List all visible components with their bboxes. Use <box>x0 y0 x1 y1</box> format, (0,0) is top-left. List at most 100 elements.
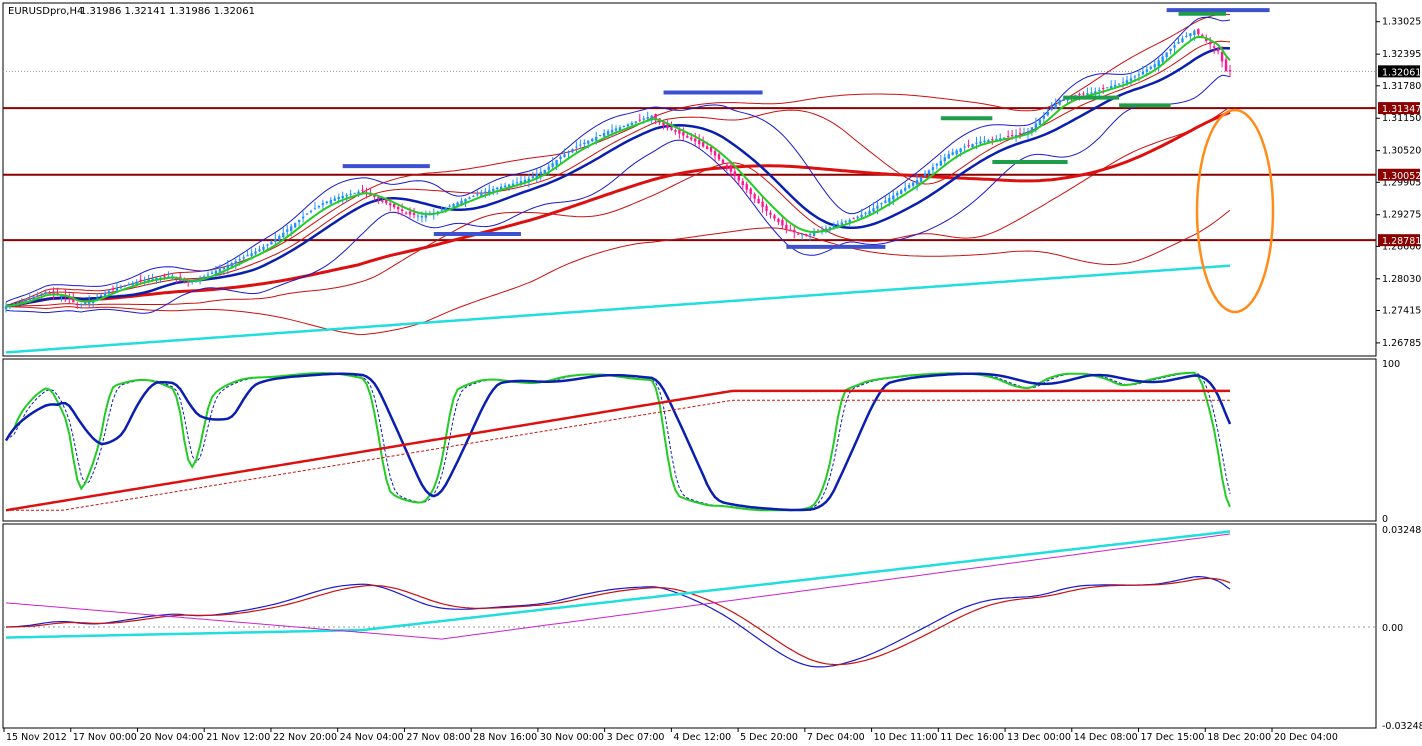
candle-body <box>250 253 253 256</box>
candle-body <box>1216 48 1220 52</box>
price-tick-label: 1.28030 <box>1382 274 1421 285</box>
candle-body <box>460 200 463 205</box>
candle-body <box>206 274 210 276</box>
candle-body <box>393 203 396 208</box>
candle-body <box>955 150 958 155</box>
candle-body <box>1003 137 1006 139</box>
candle-body <box>1125 80 1129 84</box>
candle-body <box>587 140 590 144</box>
current-price-box <box>1378 65 1420 78</box>
candle-body <box>1006 135 1010 137</box>
candle-body <box>448 205 451 207</box>
time-tick-label: 14 Dec 08:00 <box>1074 732 1138 743</box>
candle-body <box>907 185 911 188</box>
candle-body <box>44 291 47 294</box>
candle-body <box>1094 91 1097 95</box>
candle-body <box>436 211 439 213</box>
candle-body <box>923 173 927 176</box>
candle-body <box>183 281 186 283</box>
candle-body <box>4 306 8 310</box>
time-tick-label: 17 Dec 15:00 <box>1141 732 1205 743</box>
candle-body <box>210 272 214 274</box>
candle-body <box>361 189 364 191</box>
candle-body <box>884 200 887 203</box>
candle-body <box>286 229 289 232</box>
candle-body <box>709 147 713 152</box>
candle-body <box>349 193 352 195</box>
candle-body <box>947 154 950 159</box>
candle-body <box>123 285 127 287</box>
fast-ma-line <box>5 35 1231 308</box>
level-price-label: 1.28781 <box>1382 236 1421 247</box>
candle-body <box>1014 134 1018 137</box>
stochastic-layer <box>4 371 1232 512</box>
candle-body <box>1197 29 1200 35</box>
candle-body <box>1026 131 1030 133</box>
candle-body <box>959 148 962 152</box>
candle-body <box>456 202 459 206</box>
candle-body <box>781 220 784 226</box>
candle-body <box>598 134 602 136</box>
candle-body <box>698 140 701 144</box>
candle-body <box>1090 92 1093 94</box>
macd-panel[interactable] <box>2 523 1377 729</box>
price-tick-label: 1.27415 <box>1382 305 1421 316</box>
candle-body <box>733 171 737 177</box>
candle-body <box>1038 119 1042 125</box>
candle-body <box>420 216 424 218</box>
long-ma-line <box>5 264 1231 354</box>
candle-body <box>1165 52 1168 57</box>
stochastic-panel[interactable] <box>2 358 1377 522</box>
time-tick-label: 3 Dec 07:00 <box>607 732 665 743</box>
candle-body <box>856 216 859 219</box>
candle-body <box>282 232 285 238</box>
time-tick-label: 4 Dec 12:00 <box>673 732 731 743</box>
price-panel[interactable] <box>2 2 1377 357</box>
candle-body <box>404 212 408 214</box>
time-tick-label: 20 Dec 04:00 <box>1274 732 1338 743</box>
time-tick-label: 11 Dec 16:00 <box>940 732 1004 743</box>
candle-body <box>642 118 645 120</box>
bollinger-lower <box>5 74 1231 314</box>
time-tick-label: 13 Dec 00:00 <box>1007 732 1071 743</box>
candle-body <box>111 288 115 290</box>
candle-body <box>705 146 709 150</box>
candle-body <box>1157 60 1160 66</box>
macd-cyan-line <box>5 530 1231 639</box>
candle-body <box>1042 115 1046 119</box>
candle-body <box>238 259 241 261</box>
candle-body <box>812 232 816 237</box>
candle-body <box>610 129 614 133</box>
candle-body <box>309 210 313 212</box>
candle-body <box>242 257 245 259</box>
time-tick-label: 5 Dec 20:00 <box>740 732 798 743</box>
candles-group <box>4 28 1232 313</box>
candle-body <box>1046 111 1049 116</box>
candle-body <box>357 191 360 194</box>
candle-body <box>694 138 697 142</box>
candle-body <box>1169 48 1172 51</box>
candle-body <box>1034 123 1038 129</box>
candle-body <box>84 302 87 304</box>
candle-body <box>274 239 277 243</box>
price-tick-label: 1.33025 <box>1382 17 1421 28</box>
candle-body <box>634 121 638 123</box>
candle-body <box>975 142 978 144</box>
candle-body <box>1205 38 1208 42</box>
candle-body <box>131 282 134 286</box>
candle-body <box>468 197 471 199</box>
candle-body <box>214 270 218 275</box>
candle-body <box>80 303 83 305</box>
time-tick-label: 24 Nov 04:00 <box>340 732 404 743</box>
stoch-slow-line <box>4 372 1232 512</box>
candle-body <box>1133 76 1137 78</box>
candle-body <box>943 157 946 162</box>
candle-body <box>1022 132 1026 134</box>
macd-magenta-line <box>5 533 1231 640</box>
candle-body <box>1181 38 1184 43</box>
candle-body <box>903 187 907 191</box>
candle-body <box>626 124 630 127</box>
candle-body <box>654 114 657 120</box>
candle-body <box>472 195 475 197</box>
